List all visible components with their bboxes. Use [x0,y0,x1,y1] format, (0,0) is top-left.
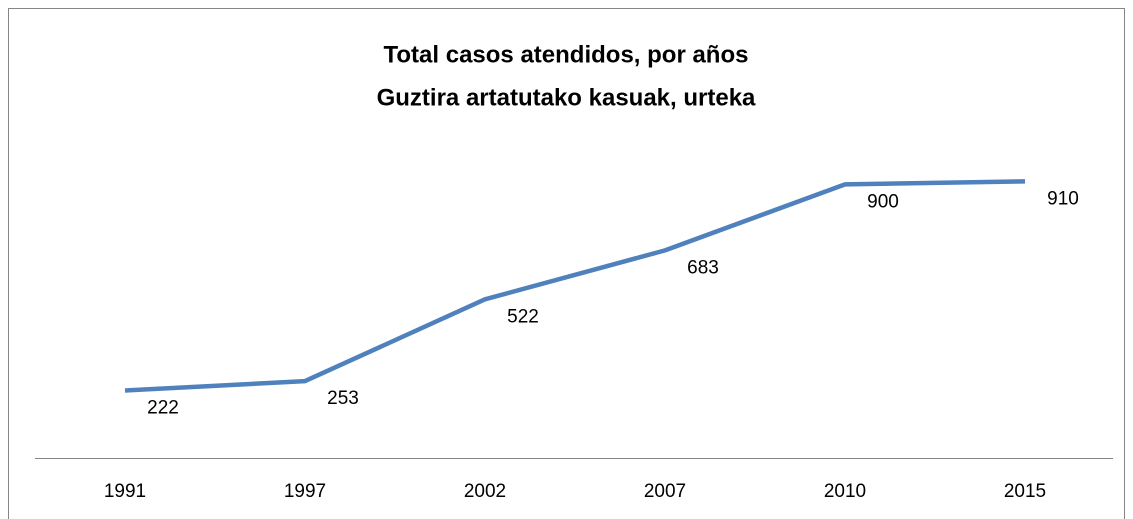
chart-subtitle: Guztira artatutako kasuak, urteka [377,84,756,111]
x-tick-label: 2015 [1004,481,1046,502]
data-label: 900 [867,191,899,212]
chart-border [8,8,1125,519]
chart-title: Total casos atendidos, por años [384,41,749,68]
line [124,179,1026,393]
data-label: 910 [1047,188,1079,209]
x-tick-label: 2002 [464,481,506,502]
data-label: 522 [507,306,539,327]
x-tick-label: 2007 [644,481,686,502]
data-label: 253 [327,388,359,409]
x-tick-label: 1997 [284,481,326,502]
data-label: 683 [687,257,719,278]
data-label: 222 [147,398,179,419]
x-tick-label: 2010 [824,481,866,502]
x-tick-label: 1991 [104,481,146,502]
